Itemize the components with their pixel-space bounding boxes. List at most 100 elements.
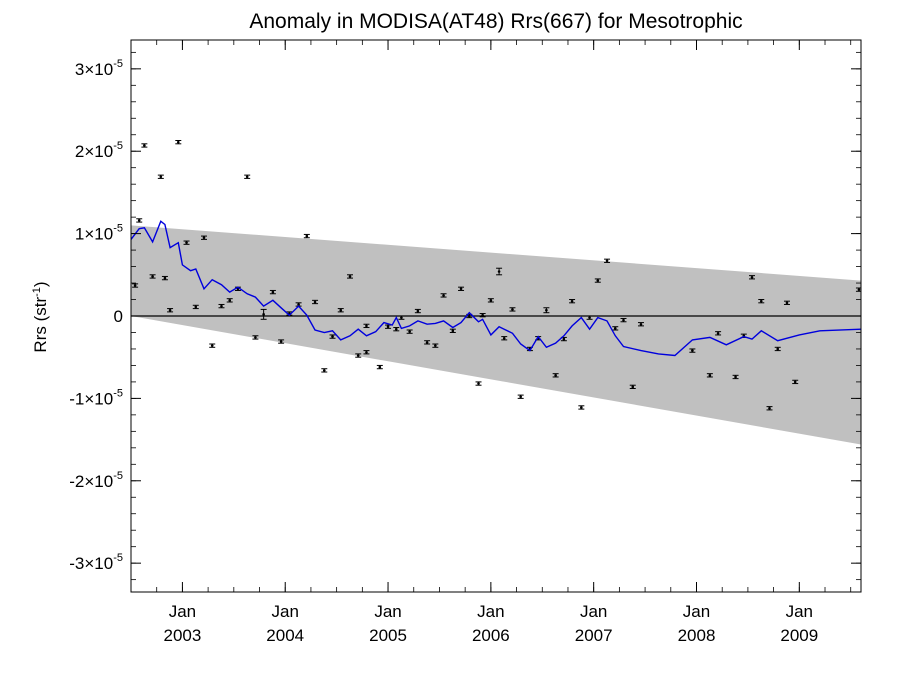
data-point-marker <box>519 395 522 399</box>
data-point-marker <box>185 241 188 244</box>
data-point-marker <box>210 344 214 347</box>
data-point-marker <box>554 374 557 377</box>
data-point <box>218 303 225 309</box>
data-point-marker <box>442 294 445 297</box>
data-point-marker <box>708 374 712 377</box>
data-point-marker <box>386 325 390 329</box>
y-axis-title-sup: -1 <box>31 287 43 297</box>
x-tick-month: Jan <box>272 602 299 621</box>
data-point <box>269 289 276 295</box>
data-point <box>363 323 370 329</box>
data-point-marker <box>580 406 583 409</box>
data-point <box>175 140 182 145</box>
data-point <box>161 275 168 281</box>
y-tick-exponent: -5 <box>113 552 123 564</box>
data-point-marker <box>163 276 167 280</box>
y-tick-exponent: -5 <box>113 387 123 399</box>
x-tick-month: Jan <box>374 602 401 621</box>
data-point <box>132 283 139 288</box>
data-point-marker <box>245 175 249 179</box>
data-point <box>509 307 516 312</box>
data-point <box>376 364 383 370</box>
data-point-marker <box>356 354 360 357</box>
data-point-marker <box>297 303 300 306</box>
smoothed-anomaly-line <box>131 220 861 357</box>
data-point-marker <box>408 330 411 333</box>
data-point-marker <box>857 288 861 291</box>
data-point <box>136 218 143 223</box>
data-point <box>303 233 310 239</box>
data-point-marker <box>434 344 437 347</box>
x-tick-year: 2009 <box>780 626 818 645</box>
data-point <box>475 381 482 386</box>
data-point <box>192 304 199 310</box>
data-point-marker <box>768 406 771 410</box>
data-point-marker <box>716 332 720 335</box>
data-point-marker <box>734 375 737 379</box>
data-point-marker <box>622 318 625 322</box>
data-point <box>347 274 353 279</box>
data-point-marker <box>400 316 403 319</box>
data-point-marker <box>691 349 694 352</box>
data-point <box>552 373 559 378</box>
x-tick-month: Jan <box>580 602 607 621</box>
data-point <box>167 308 174 313</box>
data-point <box>578 405 585 410</box>
x-tick-month: Jan <box>683 602 710 621</box>
data-point-marker <box>254 336 257 339</box>
trend-envelope <box>131 225 861 445</box>
y-tick-label: -1×10-5 <box>69 387 123 408</box>
data-point-marker <box>194 305 198 309</box>
data-point <box>157 174 164 179</box>
data-point <box>792 379 799 385</box>
data-point <box>586 315 593 320</box>
data-point-marker <box>481 313 484 317</box>
data-point <box>766 406 773 411</box>
data-point <box>706 373 713 378</box>
data-point <box>321 368 328 373</box>
data-point <box>501 336 508 341</box>
x-tick-year: 2007 <box>575 626 613 645</box>
data-point <box>569 299 576 304</box>
y-tick-mantissa: 0 <box>114 307 123 326</box>
data-point <box>449 328 456 333</box>
data-point-marker <box>562 337 566 341</box>
data-point-marker <box>416 309 420 313</box>
data-point-marker <box>279 340 283 343</box>
data-point-marker <box>168 308 172 312</box>
data-point <box>252 335 259 340</box>
data-point <box>424 340 431 345</box>
y-tick-mantissa: 3×10 <box>75 60 113 79</box>
x-tick-month: Jan <box>477 602 504 621</box>
data-point-marker <box>477 382 480 385</box>
data-point-marker <box>228 299 232 302</box>
data-point <box>406 329 413 334</box>
y-tick-mantissa: -1×10 <box>69 389 113 408</box>
data-point <box>604 258 611 263</box>
data-point-marker <box>750 275 754 279</box>
data-point <box>715 331 722 336</box>
data-point-marker <box>631 385 635 389</box>
data-point <box>226 298 233 303</box>
data-point-marker <box>176 140 180 144</box>
y-tick-label: 3×10-5 <box>75 58 123 79</box>
axes: -3×10-5-2×10-5-1×10-501×10-52×10-53×10-5… <box>69 39 862 645</box>
data-point-marker <box>570 299 574 303</box>
data-point-marker <box>365 324 368 328</box>
data-point-marker <box>451 329 455 333</box>
data-point <box>458 286 465 291</box>
data-point-marker <box>511 308 514 311</box>
y-tick-exponent: -5 <box>113 140 123 152</box>
data-point-marker <box>348 275 352 278</box>
y-axis-title-close: ) <box>31 281 50 287</box>
data-point-marker <box>313 300 317 304</box>
data-point <box>149 274 156 279</box>
data-point <box>141 143 148 148</box>
data-point-marker <box>759 299 763 303</box>
data-point-marker <box>262 313 265 316</box>
data-point <box>440 293 447 298</box>
x-tick-month: Jan <box>169 602 196 621</box>
data-point <box>183 240 190 245</box>
data-point <box>612 326 619 331</box>
data-point-marker <box>776 347 780 351</box>
